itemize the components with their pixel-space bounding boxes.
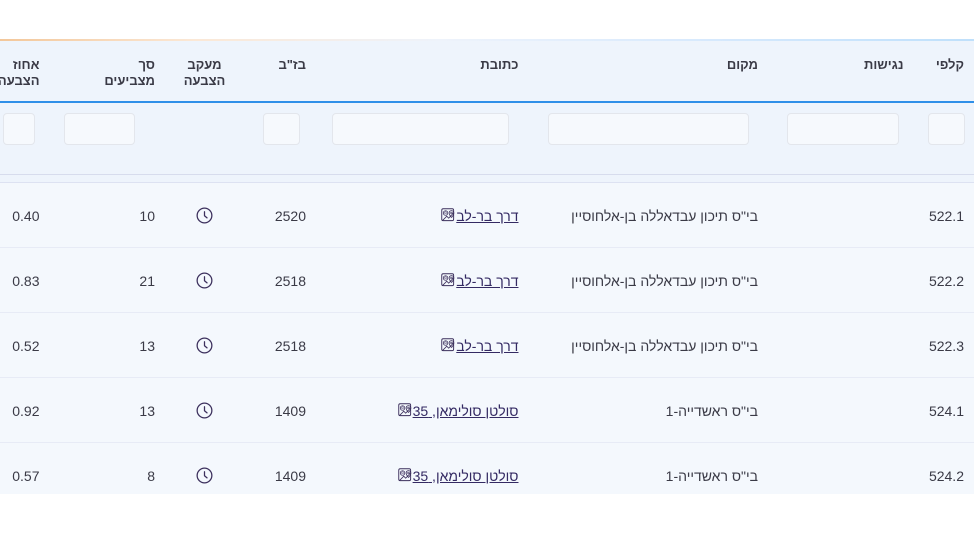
svg-text:G: G [445,341,448,345]
svg-text:G: G [445,211,448,215]
svg-text:G: G [401,471,404,475]
svg-text:G: G [401,406,404,410]
svg-text:G: G [445,276,448,280]
